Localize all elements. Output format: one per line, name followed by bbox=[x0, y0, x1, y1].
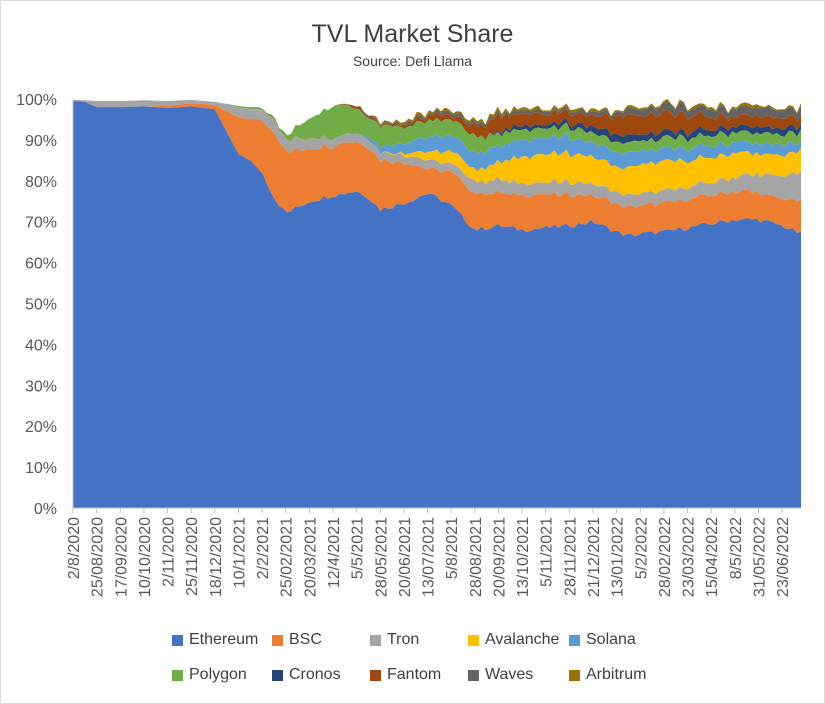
legend-item-fantom: Fantom bbox=[370, 666, 441, 684]
x-tick-label: 28/02/2022 bbox=[657, 517, 674, 597]
x-tick-label: 13/07/2021 bbox=[421, 517, 438, 597]
legend-item-tron: Tron bbox=[370, 631, 419, 649]
area-polygon bbox=[73, 99, 801, 155]
legend-label: Arbitrum bbox=[586, 666, 647, 683]
x-tick-label: 28/08/2021 bbox=[468, 517, 485, 597]
legend-item-arbitrum: Arbitrum bbox=[569, 666, 646, 684]
x-tick-label: 15/04/2022 bbox=[704, 517, 721, 597]
x-tick-label: 21/12/2021 bbox=[586, 517, 603, 597]
x-tick-label: 12/4/2021 bbox=[326, 517, 343, 588]
legend-swatch bbox=[370, 669, 381, 681]
x-tick-label: 23/06/2022 bbox=[775, 517, 792, 597]
area-solana bbox=[73, 99, 801, 172]
legend-label: Cronos bbox=[289, 666, 341, 683]
legend-swatch bbox=[172, 669, 183, 681]
legend-label: Waves bbox=[485, 666, 534, 683]
chart-title: TVL Market Share bbox=[311, 20, 514, 48]
legend-label: Ethereum bbox=[189, 631, 259, 648]
x-tick-label: 28/11/2021 bbox=[562, 517, 579, 596]
y-tick-label: 10% bbox=[25, 460, 57, 477]
y-tick-label: 30% bbox=[25, 378, 57, 395]
x-tick-label: 17/09/2020 bbox=[113, 517, 130, 597]
area-avalanche bbox=[73, 99, 801, 197]
legend-label: BSC bbox=[289, 631, 322, 648]
x-tick-label: 5/8/2021 bbox=[444, 517, 461, 579]
legend-item-waves: Waves bbox=[468, 666, 533, 684]
y-tick-label: 80% bbox=[25, 174, 57, 191]
x-tick-label: 10/10/2020 bbox=[137, 517, 154, 597]
y-tick-label: 90% bbox=[25, 133, 57, 150]
legend-swatch bbox=[172, 634, 183, 646]
legend-label: Avalanche bbox=[485, 631, 560, 648]
x-tick-label: 5/5/2021 bbox=[350, 517, 367, 579]
y-tick-label: 50% bbox=[25, 297, 57, 314]
legend-item-bsc: BSC bbox=[272, 631, 322, 649]
legend-swatch bbox=[468, 634, 479, 646]
chart-subtitle: Source: Defi Llama bbox=[352, 53, 473, 69]
x-tick-label: 2/8/2020 bbox=[66, 517, 83, 579]
legend-swatch bbox=[370, 634, 381, 646]
legend-item-ethereum: Ethereum bbox=[172, 631, 258, 649]
x-tick-label: 18/12/2020 bbox=[208, 517, 225, 597]
x-tick-label: 28/05/2021 bbox=[373, 517, 390, 597]
legend-swatch bbox=[272, 634, 283, 646]
x-tick-label: 20/09/2021 bbox=[492, 517, 509, 597]
x-tick-label: 20/06/2021 bbox=[397, 517, 414, 597]
legend-label: Polygon bbox=[189, 666, 247, 683]
area-bsc bbox=[73, 101, 801, 237]
legend-swatch bbox=[569, 669, 580, 681]
x-tick-label: 20/03/2021 bbox=[302, 517, 319, 597]
x-tick-label: 25/02/2021 bbox=[279, 517, 296, 597]
x-tick-label: 2/11/2020 bbox=[161, 517, 178, 587]
x-tick-label: 31/05/2022 bbox=[752, 517, 769, 597]
x-tick-label: 25/11/2020 bbox=[184, 517, 201, 596]
legend-item-solana: Solana bbox=[569, 631, 636, 649]
legend-label: Fantom bbox=[387, 666, 442, 683]
x-tick-label: 10/1/2021 bbox=[232, 517, 249, 588]
x-tick-label: 13/10/2021 bbox=[515, 517, 532, 597]
plot-area bbox=[73, 99, 801, 509]
x-tick-label: 23/03/2022 bbox=[681, 517, 698, 597]
legend-label: Tron bbox=[387, 631, 420, 648]
x-tick-label: 5/11/2021 bbox=[539, 517, 556, 587]
legend-swatch bbox=[569, 634, 580, 646]
x-tick-label: 2/2/2021 bbox=[255, 517, 272, 579]
x-tick-label: 5/2/2022 bbox=[633, 517, 650, 579]
legend-item-polygon: Polygon bbox=[172, 666, 247, 684]
y-tick-label: 20% bbox=[25, 419, 57, 436]
y-tick-label: 0% bbox=[34, 501, 57, 518]
y-tick-label: 70% bbox=[25, 215, 57, 232]
legend-swatch bbox=[272, 669, 283, 681]
legend-item-cronos: Cronos bbox=[272, 666, 341, 684]
legend-item-avalanche: Avalanche bbox=[468, 631, 559, 649]
x-tick-label: 13/01/2022 bbox=[610, 517, 627, 597]
area-ethereum bbox=[73, 101, 801, 509]
area-fantom bbox=[73, 99, 801, 141]
y-tick-label: 40% bbox=[25, 337, 57, 354]
y-tick-label: 100% bbox=[16, 92, 57, 109]
x-tick-label: 25/08/2020 bbox=[90, 517, 107, 597]
legend-swatch bbox=[468, 669, 479, 681]
x-tick-label: 8/5/2022 bbox=[728, 517, 745, 579]
y-tick-label: 60% bbox=[25, 256, 57, 273]
legend-label: Solana bbox=[586, 631, 636, 648]
